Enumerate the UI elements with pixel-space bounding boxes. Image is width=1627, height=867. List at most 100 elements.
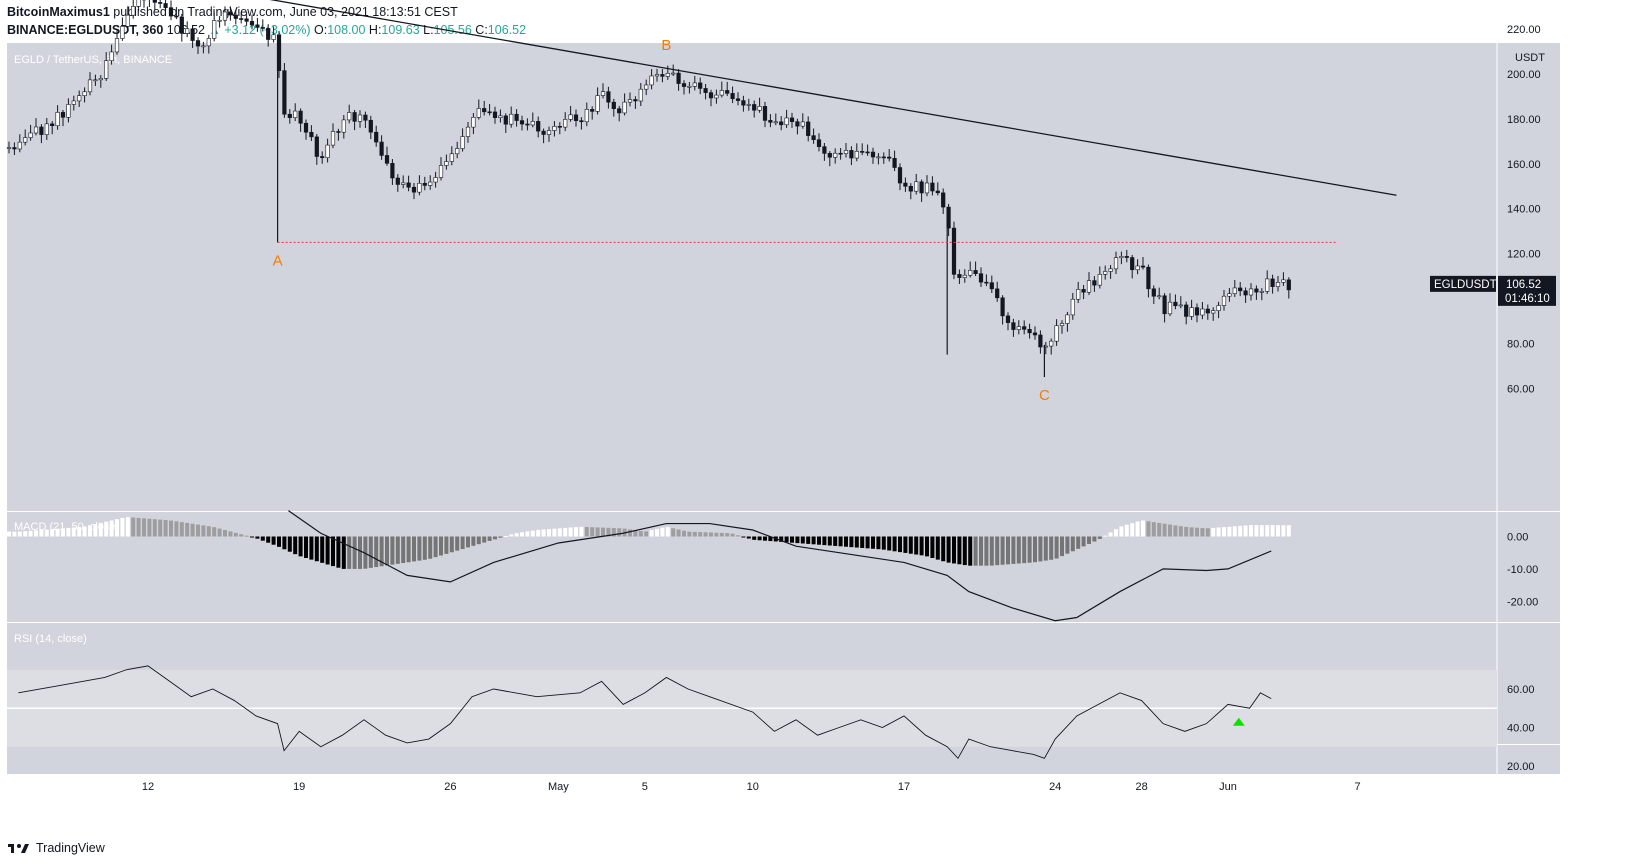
macd-hist-bar [471, 536, 476, 546]
macd-hist-bar [1276, 525, 1280, 537]
macd-hist-bar [935, 536, 940, 560]
macd-hist-bar [1259, 525, 1264, 537]
macd-hist-bar [287, 536, 292, 552]
macd-hist-bar [1081, 536, 1086, 547]
macd-hist-bar [487, 536, 492, 541]
candle-body [568, 114, 573, 120]
candle-body [1059, 323, 1065, 327]
macd-hist-bar [925, 536, 929, 557]
macd-hist-bar [34, 530, 38, 537]
high-label: H: [368, 23, 382, 37]
macd-hist-bar [746, 536, 751, 539]
candle-body [287, 113, 292, 118]
macd-hist-bar [1119, 526, 1124, 537]
macd-hist-bar [390, 536, 395, 565]
candle-body [1022, 326, 1027, 330]
macd-hist-bar [325, 536, 330, 565]
candle-body [1259, 290, 1264, 293]
price-tick-label: 140.00 [1507, 204, 1541, 216]
candle-body [611, 101, 616, 109]
macd-hist-bar [314, 536, 319, 562]
macd-hist-bar [482, 536, 487, 543]
candle-body [460, 136, 465, 149]
macd-hist-bar [1216, 527, 1221, 537]
macd-hist-bar [363, 536, 368, 569]
macd-hist-bar [692, 531, 697, 537]
macd-hist-bar [892, 536, 897, 552]
open-value: 108.00 [327, 23, 366, 37]
candle-body [482, 108, 487, 113]
macd-hist-bar [1006, 536, 1010, 565]
macd-hist-bar [644, 531, 649, 537]
last-price-label: 106.52 [1506, 279, 1541, 291]
macd-hist-bar [962, 536, 967, 566]
tradingview-footer[interactable]: TradingView [8, 841, 105, 855]
macd-hist-bar [1022, 536, 1027, 564]
macd-hist-bar [1130, 523, 1135, 537]
candle-body [919, 181, 924, 194]
macd-hist-bar [1238, 525, 1243, 537]
price-axis-area [1497, 43, 1560, 774]
countdown-label: 01:46:10 [1505, 293, 1550, 305]
candle-body [492, 111, 498, 118]
macd-hist-bar [7, 531, 11, 537]
macd-hist-bar [417, 536, 422, 561]
candle-body [563, 119, 568, 128]
macd-hist-bar [1016, 536, 1021, 564]
price-tick-label: 200.00 [1507, 69, 1541, 81]
candle-body [1092, 280, 1097, 286]
wave-label-a: A [273, 252, 283, 269]
candle-body [255, 24, 260, 28]
candle-body [854, 151, 859, 159]
macd-hist-bar [1243, 525, 1248, 537]
macd-hist-bar [125, 517, 130, 537]
candle-body [50, 123, 55, 127]
macd-hist-bar [1146, 521, 1151, 537]
macd-hist-bar [1103, 535, 1108, 537]
macd-hist-bar [530, 530, 535, 537]
macd-hist-bar [617, 528, 622, 537]
macd-hist-bar [158, 519, 163, 537]
candle-body [660, 74, 665, 77]
macd-hist-bar [1038, 536, 1043, 562]
candle-body [865, 151, 870, 154]
price-tick-label: 120.00 [1507, 249, 1541, 261]
rsi-tick-label: 40.00 [1507, 723, 1535, 735]
macd-hist-bar [282, 536, 287, 550]
macd-hist-bar [854, 536, 859, 548]
macd-hist-bar [206, 526, 211, 537]
candle-body [1011, 322, 1016, 330]
macd-hist-bar [298, 536, 303, 557]
candle-body [320, 156, 325, 158]
candle-body [66, 104, 71, 118]
candle-body [1221, 295, 1227, 306]
time-tick-label: 7 [1355, 781, 1361, 793]
candle-body [638, 88, 643, 102]
macd-hist-bar [304, 536, 308, 558]
candle-body [336, 131, 341, 133]
close-value: 106.52 [487, 23, 527, 37]
macd-hist-bar [1027, 536, 1032, 563]
macd-hist-bar [514, 533, 519, 537]
publish-header: BitcoinMaximus1 published on TradingView… [7, 5, 458, 19]
macd-hist-bar [1070, 536, 1075, 552]
candle-body [158, 2, 163, 4]
macd-hist-bar [55, 528, 60, 537]
macd-hist-bar [741, 536, 746, 538]
macd-hist-bar [590, 527, 595, 537]
macd-hist-bar [665, 527, 670, 537]
candle-body [1194, 307, 1200, 316]
candle-body [476, 108, 481, 118]
macd-hist-bar [352, 536, 357, 569]
macd-hist-bar [682, 530, 686, 537]
macd-hist-bar [1151, 522, 1156, 537]
candle-body [984, 281, 989, 284]
candle-body [152, 0, 157, 3]
candle-body [1200, 308, 1205, 316]
macd-hist-bar [714, 532, 719, 537]
macd-hist-bar [466, 536, 470, 548]
author-name[interactable]: BitcoinMaximus1 [7, 5, 110, 19]
candle-body [509, 113, 514, 125]
candle-body [622, 101, 627, 114]
